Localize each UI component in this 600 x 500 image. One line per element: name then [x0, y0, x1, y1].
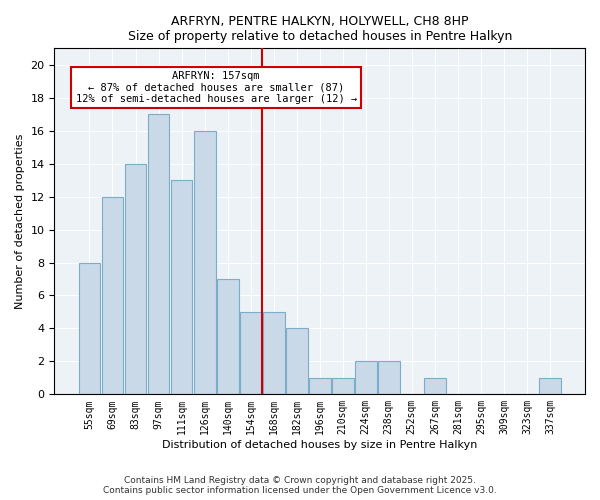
- Bar: [378, 362, 400, 394]
- Title: ARFRYN, PENTRE HALKYN, HOLYWELL, CH8 8HP
Size of property relative to detached h: ARFRYN, PENTRE HALKYN, HOLYWELL, CH8 8HP…: [128, 15, 512, 43]
- Bar: [286, 328, 308, 394]
- Bar: [125, 164, 146, 394]
- Bar: [194, 130, 215, 394]
- Bar: [355, 362, 377, 394]
- Bar: [170, 180, 193, 394]
- Bar: [263, 312, 284, 394]
- Bar: [148, 114, 169, 394]
- Text: ARFRYN: 157sqm
← 87% of detached houses are smaller (87)
12% of semi-detached ho: ARFRYN: 157sqm ← 87% of detached houses …: [76, 71, 357, 104]
- Bar: [217, 279, 239, 394]
- Bar: [539, 378, 561, 394]
- Bar: [332, 378, 353, 394]
- Y-axis label: Number of detached properties: Number of detached properties: [15, 134, 25, 309]
- Bar: [309, 378, 331, 394]
- Bar: [239, 312, 262, 394]
- Text: Contains HM Land Registry data © Crown copyright and database right 2025.
Contai: Contains HM Land Registry data © Crown c…: [103, 476, 497, 495]
- X-axis label: Distribution of detached houses by size in Pentre Halkyn: Distribution of detached houses by size …: [162, 440, 478, 450]
- Bar: [101, 196, 124, 394]
- Bar: [424, 378, 446, 394]
- Bar: [79, 262, 100, 394]
